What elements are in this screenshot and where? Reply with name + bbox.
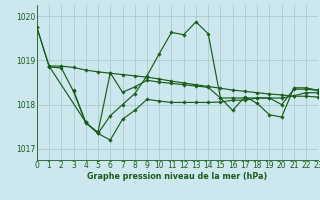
X-axis label: Graphe pression niveau de la mer (hPa): Graphe pression niveau de la mer (hPa) [87,172,268,181]
